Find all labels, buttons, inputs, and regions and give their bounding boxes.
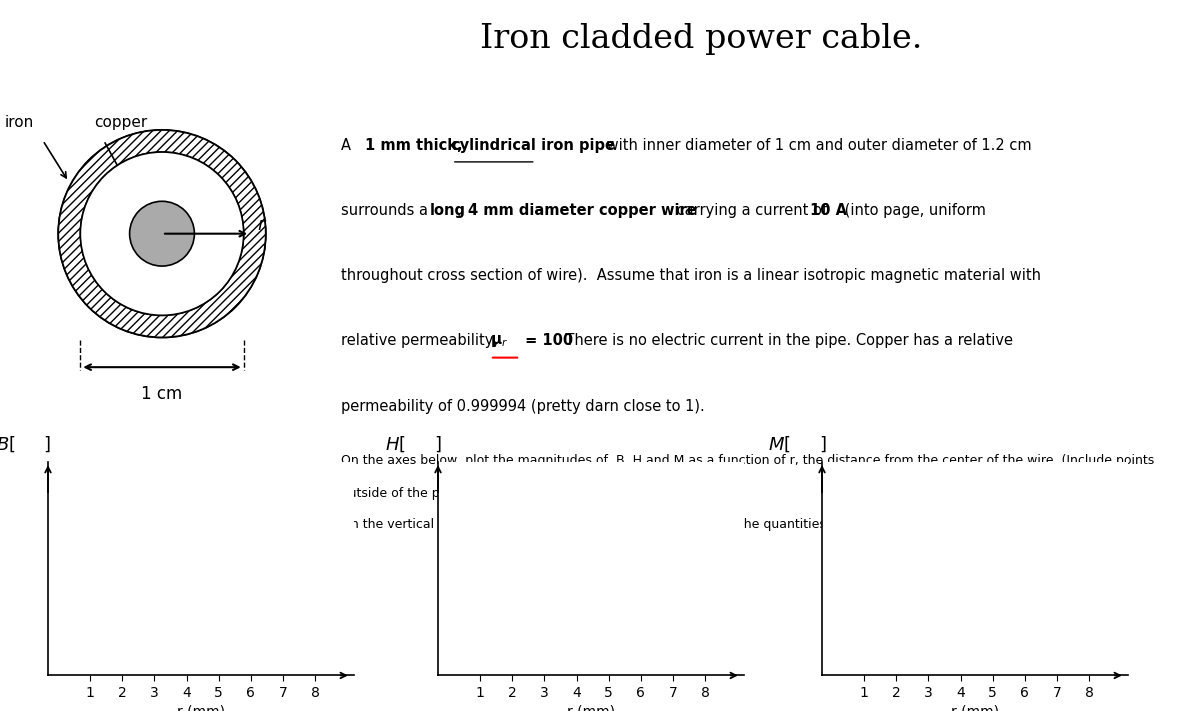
X-axis label: r (mm): r (mm)	[568, 704, 616, 711]
Text: cylindrical: cylindrical	[452, 138, 536, 153]
Text: 1 cm: 1 cm	[142, 385, 182, 403]
Text: with inner diameter of 1 cm and outer diameter of 1.2 cm: with inner diameter of 1 cm and outer di…	[602, 138, 1032, 153]
Text: outside of the pipe.): outside of the pipe.)	[341, 487, 468, 500]
Text: 1 mm thick,: 1 mm thick,	[366, 138, 468, 153]
Text: Iron cladded power cable.: Iron cladded power cable.	[480, 23, 922, 55]
Circle shape	[130, 201, 194, 266]
Text: (into page, uniform: (into page, uniform	[840, 203, 985, 218]
Text: throughout cross section of wire).  Assume that iron is a linear isotropic magne: throughout cross section of wire). Assum…	[341, 268, 1042, 283]
Circle shape	[80, 152, 244, 316]
X-axis label: r (mm): r (mm)	[952, 704, 998, 711]
Text: . There is no electric current in the pipe. Copper has a relative: . There is no electric current in the pi…	[556, 333, 1013, 348]
Y-axis label: $M$[     ]: $M$[ ]	[768, 434, 827, 454]
Text: A: A	[341, 138, 356, 153]
Text: iron: iron	[5, 115, 34, 130]
Text: 10 A: 10 A	[810, 203, 847, 218]
Text: On the axes below, plot the magnitudes of  B, H and M as a function of r, the di: On the axes below, plot the magnitudes o…	[341, 454, 1154, 467]
Y-axis label: $H$[     ]: $H$[ ]	[385, 434, 442, 454]
Text: relative permeability,: relative permeability,	[341, 333, 503, 348]
Text: surrounds a: surrounds a	[341, 203, 433, 218]
Text: carrying a current of: carrying a current of	[672, 203, 832, 218]
X-axis label: r (mm): r (mm)	[178, 704, 226, 711]
Text: = 100: = 100	[520, 333, 574, 348]
Text: 4 mm diameter copper wire: 4 mm diameter copper wire	[468, 203, 697, 218]
Text: $\mathbf{\mu}_r$: $\mathbf{\mu}_r$	[490, 333, 508, 349]
Text: $r$: $r$	[257, 216, 266, 234]
Text: copper: copper	[94, 115, 148, 130]
Text: permeability of 0.999994 (pretty darn close to 1).: permeability of 0.999994 (pretty darn cl…	[341, 399, 706, 414]
Circle shape	[59, 130, 265, 337]
Text: On the vertical axes, indicate the maximum value that each of the quantities rea: On the vertical axes, indicate the maxim…	[341, 518, 1116, 531]
Text: long: long	[430, 203, 466, 218]
Text: iron pipe: iron pipe	[535, 138, 614, 153]
Y-axis label: $B$[     ]: $B$[ ]	[0, 434, 52, 454]
Text: ,: ,	[457, 203, 467, 218]
